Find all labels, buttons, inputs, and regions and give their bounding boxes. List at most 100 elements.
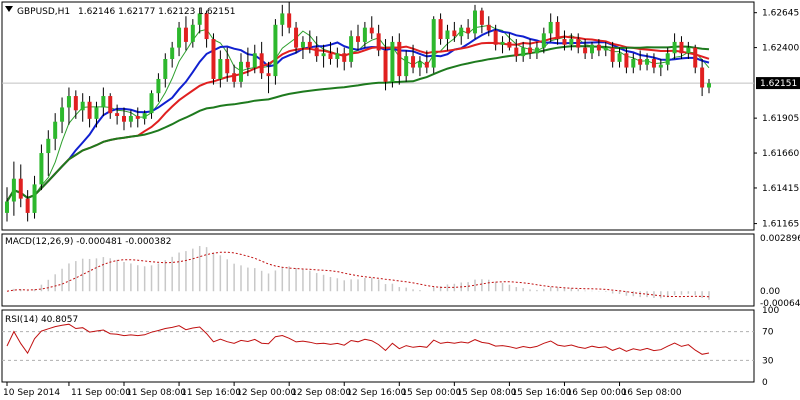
candle <box>707 78 711 94</box>
candle-body <box>225 59 230 74</box>
candle-body <box>87 101 92 119</box>
macd-title: MACD(12,26,9) -0.000481 -0.000382 <box>5 237 171 247</box>
rsi-tick-label: 70 <box>762 328 774 338</box>
chart-frame <box>1 1 755 383</box>
candle <box>190 19 195 48</box>
time-tick-label: 15 Sep 08:00 <box>456 388 516 398</box>
candle <box>411 44 416 74</box>
candle-body <box>280 13 285 25</box>
candle-body <box>521 47 526 57</box>
candle-body <box>273 24 278 77</box>
candle <box>349 30 354 68</box>
candle <box>46 130 51 176</box>
candle <box>500 36 505 54</box>
rsi-title: RSI(14) 40.8057 <box>5 315 78 325</box>
candle <box>362 21 367 48</box>
rsi-series <box>6 323 710 355</box>
price-tick-label: 1.61660 <box>762 149 799 159</box>
candle <box>569 33 574 51</box>
moving-average-ma_red <box>6 35 710 203</box>
candle-body <box>177 27 182 48</box>
price-tick-label: 1.62645 <box>762 9 799 19</box>
collapse-triangle-icon[interactable] <box>5 6 13 12</box>
candle <box>686 41 691 59</box>
candle <box>624 47 629 74</box>
candle-body <box>534 47 539 54</box>
candle-body <box>548 21 553 34</box>
time-tick-label: 12 Sep 08:00 <box>291 388 351 398</box>
candle-body <box>376 33 381 51</box>
candle-body <box>170 47 175 59</box>
moving-average-ma_slow <box>6 45 710 203</box>
candle-body <box>321 53 326 57</box>
candle <box>645 53 650 71</box>
candle-body <box>108 96 113 114</box>
candle <box>397 33 402 85</box>
candle-body <box>128 116 133 122</box>
candle <box>135 107 140 128</box>
candle-body <box>431 19 436 68</box>
candle <box>177 21 182 57</box>
candle <box>259 41 264 79</box>
moving-average-ma_blue <box>6 28 710 203</box>
candle <box>521 41 526 62</box>
candle <box>87 96 92 128</box>
candle-body <box>252 53 257 68</box>
candle-body <box>411 56 416 68</box>
symbol-title: GBPUSD,H1 <box>17 7 70 17</box>
candle <box>239 53 243 88</box>
candle-body <box>11 178 16 202</box>
candle-body <box>115 113 120 116</box>
candle-body <box>569 39 574 45</box>
candle <box>562 30 567 51</box>
candle <box>514 39 519 62</box>
candle <box>328 41 333 65</box>
time-tick-label: 11 Sep 08:00 <box>126 388 186 398</box>
candle <box>507 33 512 51</box>
candle <box>700 59 705 97</box>
candle-body <box>383 50 388 82</box>
ohlc-header: 1.62146 1.62177 1.62123 1.62151 <box>78 7 235 17</box>
price-tick-label: 1.61415 <box>762 184 799 194</box>
candle-body <box>658 64 663 68</box>
candle <box>170 41 175 68</box>
candle-body <box>239 61 243 82</box>
rsi-tick-label: 0 <box>762 378 768 388</box>
candle-body <box>603 47 608 51</box>
candle <box>252 44 257 74</box>
pane-border <box>1 1 755 231</box>
candle <box>273 19 278 85</box>
candle <box>610 41 615 68</box>
candle <box>452 21 457 42</box>
candle-body <box>94 107 99 119</box>
candle-body <box>583 47 588 54</box>
macd-pane[interactable]: MACD(12,26,9) -0.000481 -0.000382 <box>5 237 710 300</box>
candle <box>32 175 37 219</box>
candle-body <box>404 56 409 77</box>
time-tick-label: 11 Sep 16:00 <box>181 388 241 398</box>
candle <box>128 110 133 128</box>
candle <box>25 190 30 222</box>
price-pane[interactable]: GBPUSD,H1 1.62146 1.62177 1.62123 1.6215… <box>2 2 754 222</box>
candle <box>473 4 477 40</box>
candle-body <box>149 93 154 114</box>
candle-body <box>473 10 477 34</box>
candle <box>307 30 312 54</box>
candle <box>53 113 58 151</box>
candle <box>342 47 347 71</box>
candle <box>183 16 188 51</box>
candle <box>679 36 684 59</box>
candle <box>583 39 588 59</box>
candle <box>156 73 161 102</box>
candle <box>390 36 395 88</box>
candle <box>266 61 271 94</box>
candle <box>122 107 126 131</box>
candlesticks <box>5 2 711 222</box>
candle-body <box>135 116 140 119</box>
candle-body <box>307 41 312 48</box>
candle-body <box>507 41 512 48</box>
rsi-pane[interactable]: RSI(14) 40.8057 <box>2 315 754 361</box>
candle-body <box>445 30 450 40</box>
